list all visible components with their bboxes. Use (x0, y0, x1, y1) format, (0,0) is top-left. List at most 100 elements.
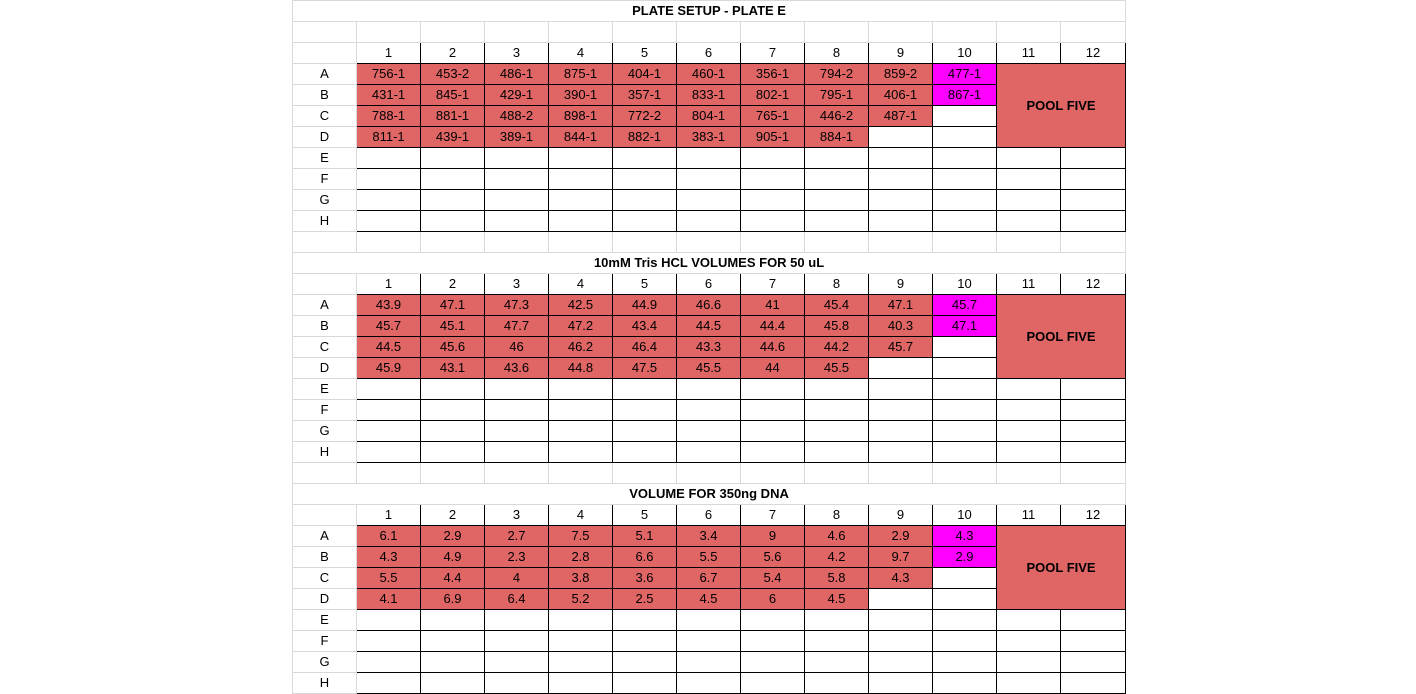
well-cell[interactable]: 45.1 (420, 315, 485, 337)
well-cell[interactable] (996, 420, 1061, 442)
empty-cell[interactable] (292, 21, 357, 43)
well-cell[interactable] (868, 672, 933, 694)
well-cell[interactable] (868, 441, 933, 463)
well-cell[interactable]: 905-1 (740, 126, 805, 148)
well-cell[interactable]: 4.6 (804, 525, 869, 547)
well-cell[interactable] (932, 210, 997, 232)
well-cell[interactable] (676, 168, 741, 190)
well-cell[interactable] (484, 399, 549, 421)
well-cell[interactable]: 788-1 (356, 105, 421, 127)
well-cell[interactable] (932, 147, 997, 169)
well-cell[interactable] (484, 420, 549, 442)
well-cell[interactable] (548, 441, 613, 463)
well-cell[interactable]: 2.9 (420, 525, 485, 547)
well-cell[interactable]: 804-1 (676, 105, 741, 127)
empty-cell[interactable] (996, 21, 1061, 43)
empty-cell[interactable] (484, 231, 549, 253)
well-cell[interactable]: 5.4 (740, 567, 805, 589)
well-cell[interactable]: 44.5 (356, 336, 421, 358)
corner-cell[interactable] (292, 42, 357, 64)
well-cell[interactable] (676, 189, 741, 211)
well-cell[interactable]: 439-1 (420, 126, 485, 148)
well-cell[interactable] (484, 210, 549, 232)
empty-cell[interactable] (932, 462, 997, 484)
well-cell[interactable]: 47.5 (612, 357, 677, 379)
well-cell[interactable] (868, 378, 933, 400)
well-cell[interactable]: 45.5 (676, 357, 741, 379)
well-cell[interactable]: 6.7 (676, 567, 741, 589)
well-cell[interactable]: 9 (740, 525, 805, 547)
well-cell[interactable] (740, 672, 805, 694)
well-cell[interactable]: 47.7 (484, 315, 549, 337)
well-cell[interactable] (356, 189, 421, 211)
empty-cell[interactable] (996, 462, 1061, 484)
well-cell[interactable]: 881-1 (420, 105, 485, 127)
well-cell[interactable] (420, 210, 485, 232)
empty-cell[interactable] (484, 21, 549, 43)
well-cell[interactable]: 47.2 (548, 315, 613, 337)
empty-cell[interactable] (356, 21, 421, 43)
well-cell[interactable]: 794-2 (804, 63, 869, 85)
well-cell[interactable] (740, 147, 805, 169)
well-cell[interactable] (484, 168, 549, 190)
well-cell[interactable] (996, 609, 1061, 631)
well-cell[interactable]: 406-1 (868, 84, 933, 106)
well-cell[interactable]: 4.3 (932, 525, 997, 547)
well-cell[interactable]: 5.5 (676, 546, 741, 568)
well-cell[interactable] (996, 168, 1061, 190)
well-cell[interactable] (420, 147, 485, 169)
well-cell[interactable]: 43.1 (420, 357, 485, 379)
well-cell[interactable] (932, 105, 997, 127)
well-cell[interactable]: 898-1 (548, 105, 613, 127)
well-cell[interactable]: 45.8 (804, 315, 869, 337)
well-cell[interactable]: 44.6 (740, 336, 805, 358)
well-cell[interactable]: 5.6 (740, 546, 805, 568)
well-cell[interactable] (612, 210, 677, 232)
well-cell[interactable] (356, 147, 421, 169)
well-cell[interactable] (804, 189, 869, 211)
well-cell[interactable] (1059, 189, 1127, 211)
well-cell[interactable] (932, 651, 997, 673)
well-cell[interactable]: 41 (740, 294, 805, 316)
well-cell[interactable] (932, 588, 997, 610)
well-cell[interactable] (548, 378, 613, 400)
well-cell[interactable] (932, 609, 997, 631)
well-cell[interactable] (612, 609, 677, 631)
well-cell[interactable]: 43.6 (484, 357, 549, 379)
well-cell[interactable]: 47.1 (420, 294, 485, 316)
well-cell[interactable]: 3.8 (548, 567, 613, 589)
well-cell[interactable]: 867-1 (932, 84, 997, 106)
well-cell[interactable] (676, 399, 741, 421)
well-cell[interactable]: 844-1 (548, 126, 613, 148)
well-cell[interactable]: 2.5 (612, 588, 677, 610)
empty-cell[interactable] (612, 21, 677, 43)
empty-cell[interactable] (932, 231, 997, 253)
well-cell[interactable]: 6 (740, 588, 805, 610)
well-cell[interactable] (1059, 210, 1127, 232)
well-cell[interactable] (676, 378, 741, 400)
well-cell[interactable] (932, 630, 997, 652)
well-cell[interactable] (420, 630, 485, 652)
well-cell[interactable]: 45.7 (356, 315, 421, 337)
well-cell[interactable] (868, 126, 933, 148)
well-cell[interactable] (676, 609, 741, 631)
well-cell[interactable] (1059, 630, 1127, 652)
well-cell[interactable]: 390-1 (548, 84, 613, 106)
well-cell[interactable]: 446-2 (804, 105, 869, 127)
well-cell[interactable] (676, 672, 741, 694)
well-cell[interactable] (548, 399, 613, 421)
well-cell[interactable] (740, 630, 805, 652)
well-cell[interactable] (868, 651, 933, 673)
well-cell[interactable] (996, 441, 1061, 463)
well-cell[interactable] (804, 630, 869, 652)
well-cell[interactable]: 44.4 (740, 315, 805, 337)
empty-cell[interactable] (1059, 231, 1127, 253)
well-cell[interactable] (1059, 609, 1127, 631)
well-cell[interactable] (420, 672, 485, 694)
well-cell[interactable] (356, 630, 421, 652)
well-cell[interactable] (612, 147, 677, 169)
empty-cell[interactable] (548, 462, 613, 484)
empty-cell[interactable] (548, 231, 613, 253)
well-cell[interactable]: 884-1 (804, 126, 869, 148)
empty-cell[interactable] (804, 462, 869, 484)
